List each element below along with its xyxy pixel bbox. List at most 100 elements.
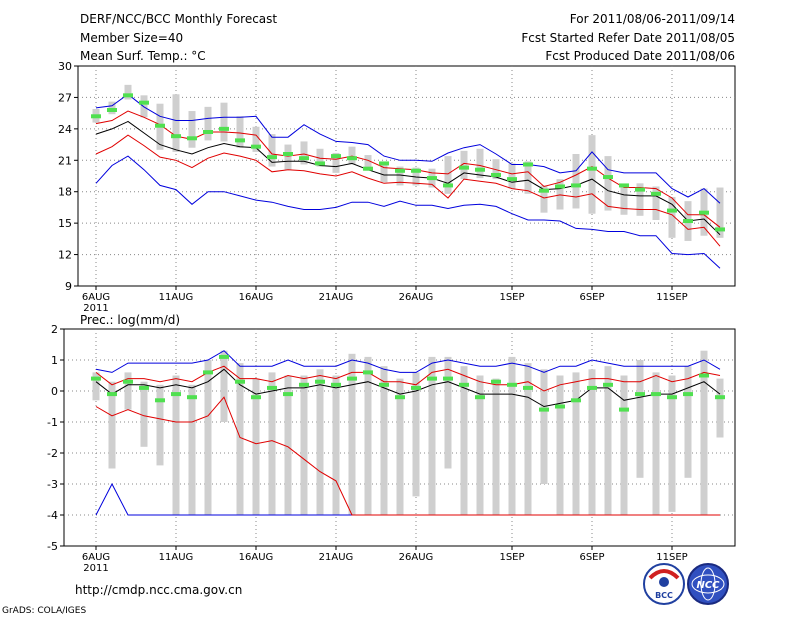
temp-median-10 <box>251 144 261 149</box>
prec-ytick-label-5: 0 <box>51 385 58 398</box>
prec-median-12 <box>283 392 293 397</box>
temp-box-35 <box>652 186 660 220</box>
temp-box-39 <box>716 187 724 238</box>
temp-box-1 <box>108 101 116 115</box>
chart-title: DERF/NCC/BCC Monthly Forecast <box>80 12 278 26</box>
temp-frame <box>77 65 736 287</box>
temp-median-20 <box>411 168 421 173</box>
prec-box-4 <box>156 384 164 466</box>
temp-median-8 <box>219 126 229 131</box>
temp-box-32 <box>604 156 612 211</box>
prec-box-27 <box>524 363 532 515</box>
prec-box-20 <box>412 372 420 497</box>
bcc-logo-text: BCC <box>655 591 673 600</box>
temp-median-28 <box>539 188 549 193</box>
prec-xtick-label-5: 1SEP <box>499 552 524 563</box>
prec-box-21 <box>428 356 436 515</box>
temperature-panel: 9 12 15 18 21 24 27 30 6AUG 11AUG 16AUG 21AUG 26AUG 1… <box>58 60 736 314</box>
temp-inner-low-line <box>95 134 721 247</box>
prec-median-7 <box>203 370 213 375</box>
prec-median-24 <box>475 395 485 400</box>
prec-box-17 <box>364 356 372 515</box>
temp-box-2 <box>124 84 132 100</box>
temp-mean-line <box>95 120 721 236</box>
prec-median-33 <box>619 407 629 412</box>
temp-median-13 <box>299 156 309 161</box>
temp-box-22 <box>444 156 452 194</box>
temp-box-34 <box>636 183 644 216</box>
prec-median-35 <box>651 392 661 397</box>
temp-ytick-label-7: 30 <box>58 60 72 73</box>
source-url: http://cmdp.ncc.cma.gov.cn <box>75 583 243 597</box>
temp-box-23 <box>460 150 468 180</box>
temp-median-21 <box>427 176 437 181</box>
prec-box-26 <box>508 356 516 515</box>
temp-box-9 <box>236 116 244 148</box>
prec-xtick-label-0: 6AUG <box>82 552 110 563</box>
prec-box-15 <box>332 375 340 515</box>
prec-median-18 <box>379 382 389 387</box>
prec-xtick-label-6: 6SEP <box>579 552 604 563</box>
prec-outer-high-line <box>95 350 721 373</box>
prec-median-39 <box>715 395 725 400</box>
prec-box-30 <box>572 372 580 515</box>
temp-xtick-label-2: 16AUG <box>239 292 274 303</box>
prec-ytick-label-6: 1 <box>51 354 58 367</box>
prec-median-29 <box>555 404 565 409</box>
temp-median-23 <box>459 165 469 170</box>
prec-median-6 <box>187 395 197 400</box>
temp-median-19 <box>395 168 405 173</box>
prec-box-14 <box>316 369 324 515</box>
temp-median-7 <box>203 130 213 134</box>
temp-median-6 <box>187 136 197 141</box>
temp-box-31 <box>588 135 596 214</box>
temp-ytick-label-1: 12 <box>58 249 72 262</box>
temp-median-16 <box>347 156 357 161</box>
temp-box-11 <box>268 134 276 167</box>
temp-median-0 <box>91 114 101 119</box>
temp-xtick-label-1: 11AUG <box>159 292 194 303</box>
temp-box-27 <box>524 161 532 194</box>
temp-median-11 <box>267 155 277 160</box>
temp-box-15 <box>332 152 340 173</box>
temp-outer-high-line <box>95 93 721 204</box>
temp-xtick-label-3: 21AUG <box>319 292 354 303</box>
temp-ytick-label-0: 9 <box>65 280 72 293</box>
prec-median-4 <box>155 398 165 403</box>
prec-median-22 <box>443 376 453 381</box>
prec-median-2 <box>123 379 133 384</box>
temp-box-28 <box>540 185 548 213</box>
temp-box-14 <box>316 148 324 167</box>
prec-box-18 <box>380 366 388 515</box>
prec-box-3 <box>140 381 148 447</box>
prec-box-28 <box>540 369 548 484</box>
temp-box-29 <box>556 179 564 210</box>
temp-median-24 <box>475 167 485 172</box>
temp-median-34 <box>635 187 645 192</box>
precip-panel-title: Prec.: log(mm/d) <box>80 313 180 327</box>
prec-box-29 <box>556 375 564 515</box>
prec-box-16 <box>348 353 356 515</box>
temp-box-5 <box>172 94 180 152</box>
temp-box-19 <box>396 166 404 186</box>
variable-label: Mean Surf. Temp.: °C <box>80 49 206 63</box>
prec-median-14 <box>315 379 325 384</box>
prec-mean-line <box>95 368 721 408</box>
temp-median-1 <box>107 108 117 112</box>
prec-box-33 <box>620 375 628 515</box>
prec-median-28 <box>539 407 549 412</box>
prec-box-31 <box>588 369 596 515</box>
prec-box-39 <box>716 378 724 438</box>
prec-box-23 <box>460 366 468 515</box>
refer-date: Fcst Started Refer Date 2011/08/05 <box>521 31 735 45</box>
temp-median-38 <box>699 210 709 215</box>
prec-ytick-label-0: -5 <box>47 540 58 553</box>
prec-median-16 <box>347 376 357 381</box>
produced-date: Fcst Produced Date 2011/08/06 <box>545 49 735 63</box>
prec-median-15 <box>331 382 341 387</box>
prec-median-37 <box>683 392 693 397</box>
prec-ytick-label-7: 2 <box>51 323 58 336</box>
prec-box-25 <box>492 378 500 515</box>
prec-median-9 <box>235 379 245 384</box>
prec-median-21 <box>427 376 437 381</box>
